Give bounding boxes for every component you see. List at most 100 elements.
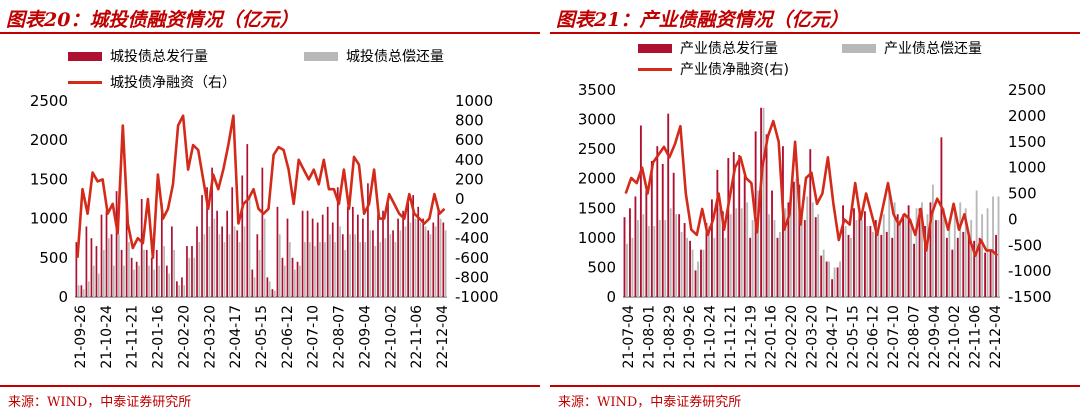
bar-repay: [97, 273, 100, 297]
legend-label-net-right: 产业债净融资(右): [680, 62, 789, 78]
x-tick-label: 21-08-29: [662, 305, 678, 369]
legend-item-repay-right: 产业债总偿还量: [842, 38, 982, 58]
bar-repay: [882, 214, 885, 297]
bar-issue: [907, 205, 910, 297]
x-tick-label: 22-04-17: [825, 305, 841, 369]
bar-issue: [710, 199, 713, 297]
net-financing-line: [624, 119, 999, 257]
bar-repay: [238, 242, 241, 297]
bar-issue: [351, 206, 354, 297]
bar-issue: [160, 202, 163, 297]
bar-repay: [839, 261, 841, 297]
bar-issue: [776, 237, 779, 297]
x-tick-label: 22-07-10: [886, 305, 902, 369]
bar-issue: [836, 267, 839, 297]
bar-repay: [855, 220, 858, 297]
bar-issue: [743, 175, 746, 297]
title-bar-right: 图表21：产业债融资情况（亿元）: [550, 2, 1080, 34]
bar-issue: [765, 134, 768, 297]
bar-repay: [339, 226, 341, 297]
bar-issue: [387, 202, 389, 297]
bar-repay: [349, 234, 351, 297]
chart-title-left: 图表20：城投债融资情况（亿元）: [6, 9, 299, 31]
chart-panel-right: 图表21：产业债融资情况（亿元） 产业债总发行量 产业债总偿还量 产业债净融资(…: [550, 0, 1080, 413]
bar-repay: [910, 220, 913, 297]
x-tick-label: 22-08-07: [906, 305, 922, 369]
x-tick-label: 22-11-06: [409, 305, 425, 369]
y-right-tick-label: 1000: [455, 92, 493, 110]
bar-issue: [407, 202, 409, 297]
bar-issue: [346, 206, 349, 297]
legend-swatch-issue-left: [68, 51, 102, 61]
bar-issue: [417, 206, 420, 297]
bar-issue: [694, 270, 697, 297]
bar-repay: [374, 246, 377, 297]
bar-issue: [286, 218, 289, 297]
y-left-tick-label: 1500: [578, 199, 616, 217]
bar-repay: [795, 178, 798, 297]
bar-issue: [995, 234, 997, 297]
x-tick-label: 22-11-06: [968, 305, 984, 369]
source-note-right: 来源：WIND，中泰证券研究所: [558, 395, 742, 410]
bar-repay: [822, 249, 825, 297]
legend-label-net-left: 城投债净融资（右）: [110, 75, 236, 91]
bar-issue: [634, 196, 637, 297]
bar-repay: [389, 234, 392, 297]
y-left-tick-label: 1000: [578, 229, 616, 247]
bar-issue: [382, 210, 384, 297]
x-tick-label: 22-06-12: [280, 305, 296, 369]
y-right-tick-label: -1000: [455, 288, 499, 306]
bar-repay: [904, 214, 907, 297]
x-tick-label: 22-05-15: [254, 305, 270, 369]
bar-issue: [281, 257, 284, 297]
bar-repay: [329, 234, 331, 297]
y-left-tick-label: 0: [606, 288, 616, 306]
bar-repay: [702, 249, 705, 297]
bar-issue: [820, 255, 823, 297]
bar-issue: [721, 211, 724, 297]
x-tick-label: 22-09-04: [357, 305, 373, 369]
bar-repay: [384, 238, 387, 297]
bar-repay: [779, 231, 781, 297]
footer-left: 来源：WIND，中泰证券研究所: [0, 385, 540, 413]
bar-repay: [409, 222, 412, 297]
bar-repay: [299, 265, 301, 297]
bar-issue: [792, 181, 795, 297]
bar-repay: [915, 208, 918, 297]
bar-repay: [203, 234, 206, 297]
bar-issue: [639, 125, 642, 297]
bar-repay: [871, 231, 874, 297]
legend-label-issue-right: 产业债总发行量: [680, 41, 778, 57]
bar-repay: [691, 249, 694, 297]
bar-repay: [932, 184, 934, 297]
bar-issue: [967, 234, 970, 297]
bar-repay: [686, 237, 688, 297]
y-left-tick-label: 3000: [578, 111, 616, 129]
bar-issue: [75, 242, 78, 297]
y-left-tick-label: 0: [58, 288, 68, 306]
bar-repay: [173, 249, 176, 297]
bar-issue: [705, 223, 708, 297]
x-tick-label: 21-10-24: [99, 305, 115, 369]
bar-repay: [243, 226, 246, 297]
bar-issue: [661, 163, 664, 297]
bar-issue: [196, 226, 198, 297]
bar-repay: [860, 220, 863, 297]
bar-repay: [364, 242, 367, 297]
bar-repay: [228, 234, 231, 297]
plot-area-left: 05001000150020002500-1000-800-600-400-20…: [30, 92, 499, 369]
y-left-tick-label: 2500: [578, 140, 616, 158]
x-tick-label: 22-10-02: [947, 305, 963, 369]
bar-repay: [193, 257, 196, 297]
title-bar-left: 图表20：城投债融资情况（亿元）: [0, 2, 540, 34]
bar-repay: [959, 202, 962, 297]
bar-issue: [367, 183, 369, 297]
bar-issue: [924, 226, 926, 297]
chart-title-right: 图表21：产业债融资情况（亿元）: [556, 9, 849, 31]
bar-repay: [806, 196, 809, 297]
bar-issue: [110, 234, 113, 297]
bar-repay: [218, 234, 221, 297]
bar-issue: [100, 214, 103, 297]
bar-issue: [266, 277, 269, 297]
x-tick-label: 22-05-15: [845, 305, 861, 369]
